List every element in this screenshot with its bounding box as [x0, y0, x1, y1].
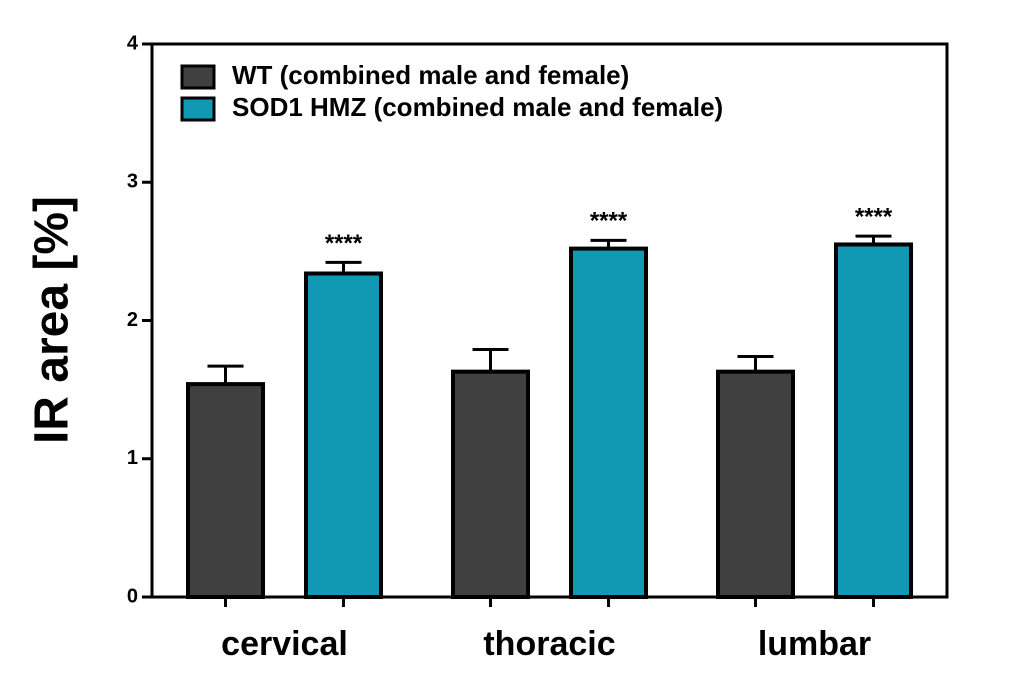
y-tick-label: 2	[127, 309, 138, 331]
y-axis-label: IR area [%]	[26, 196, 79, 444]
y-tick-label: 1	[127, 447, 138, 469]
legend-swatch	[180, 96, 216, 122]
bar	[569, 246, 648, 600]
x-tick-label: cervical	[221, 625, 348, 663]
x-tick-label: lumbar	[758, 625, 871, 663]
y-tick-label: 4	[127, 32, 139, 54]
bar	[304, 271, 383, 599]
y-tick-label: 0	[127, 585, 138, 607]
bar	[834, 242, 913, 599]
legend-swatch	[180, 64, 216, 90]
plot-frame	[150, 42, 949, 599]
significance-label: ****	[325, 230, 363, 257]
x-tick-label: thoracic	[483, 625, 615, 663]
bar	[716, 369, 795, 599]
legend-label: SOD1 HMZ (combined male and female)	[232, 92, 723, 122]
legend-label: WT (combined male and female)	[232, 60, 629, 90]
significance-label: ****	[590, 208, 628, 235]
y-tick-label: 3	[127, 171, 138, 193]
significance-label: ****	[855, 204, 893, 231]
bar	[186, 382, 265, 599]
bar	[451, 369, 530, 599]
